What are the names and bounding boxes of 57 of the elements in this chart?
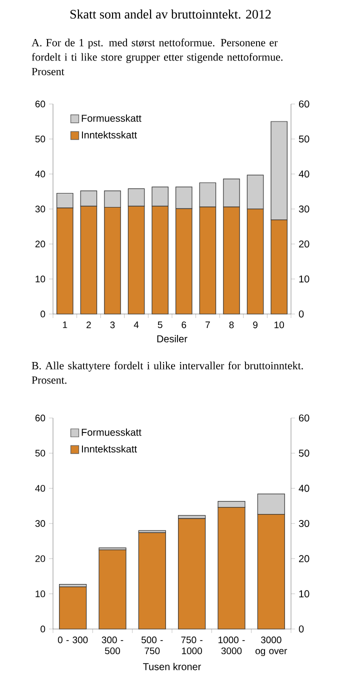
y-tick-label: 0 [40, 310, 46, 318]
bar [59, 586, 87, 630]
y2-tick-label: 0 [298, 310, 304, 318]
x-tick-label: 3 [110, 322, 115, 328]
x-tick-label: 4 [134, 322, 139, 328]
y-tick-label: 20 [35, 555, 46, 562]
x-axis-title: Tusen kroner [143, 662, 201, 670]
chart-title: B. Alle skattytere fordelt i ulike intervaller for bruttoinntekt. Prosent. [32, 362, 303, 384]
bar [98, 550, 126, 630]
y2-tick-label: 60 [299, 414, 310, 422]
y-tick-label: 10 [36, 276, 46, 282]
legend-label: Formuesskatt [82, 428, 142, 436]
y-tick-label: 50 [35, 450, 46, 457]
y-tick-label: 0 [40, 626, 46, 632]
x-tick-label: 3000 og over [256, 636, 288, 656]
x-tick-label: 1000 - 3000 [218, 636, 245, 654]
y-tick-label: 40 [35, 170, 46, 178]
x-tick-label: 750 - 1000 [181, 636, 202, 654]
chart-title: Skatt som andel av bruttoinntekt. 2012 [70, 10, 271, 19]
y2-tick-label: 20 [299, 555, 310, 562]
y-tick-label: 40 [35, 484, 46, 492]
y-tick-label: 20 [35, 240, 46, 248]
y2-tick-label: 30 [298, 520, 310, 528]
y2-tick-label: 10 [299, 590, 310, 598]
x-axis-title: Desiler [157, 335, 188, 342]
y2-tick-label: 40 [298, 484, 310, 492]
x-tick-label: 8 [229, 322, 234, 328]
bar [178, 518, 206, 630]
bar [138, 532, 166, 630]
x-tick-label: 1 [62, 322, 68, 328]
x-tick-label: 500 - 750 [141, 636, 163, 654]
y2-tick-label: 10 [299, 275, 310, 283]
y-tick-label: 60 [35, 100, 46, 108]
y-tick-label: 50 [35, 136, 46, 142]
y2-tick-label: 30 [298, 205, 310, 213]
x-tick-label: 6 [182, 322, 186, 328]
x-tick-label: 5 [158, 322, 162, 328]
y-tick-label: 60 [35, 414, 46, 422]
x-tick-label: 9 [253, 322, 258, 328]
legend-label: Formuesskatt [82, 114, 142, 122]
x-tick-label: 10 [274, 322, 284, 328]
y2-tick-label: 50 [298, 135, 310, 143]
y2-tick-label: 50 [298, 450, 310, 457]
chart-subtitle: A. For de 1 pst. med størst nettoformue. Personene er fordelt i ti like store grupper etter stigende nettoformue. Prosent [32, 38, 282, 76]
y-tick-label: 30 [35, 520, 46, 527]
x-tick-label: 7 [206, 322, 210, 328]
y2-tick-label: 40 [298, 170, 310, 178]
y2-tick-label: 20 [299, 240, 310, 248]
x-tick-label: 300 - 500 [102, 636, 124, 654]
legend-label: Inntektsskatt [82, 131, 137, 138]
y2-tick-label: 0 [298, 625, 304, 633]
y2-tick-label: 60 [299, 100, 310, 108]
y-tick-label: 30 [35, 206, 46, 212]
y-tick-label: 10 [36, 590, 46, 598]
legend-label: Inntektsskatt [82, 445, 137, 453]
x-tick-label: 0 - 300 [58, 636, 88, 644]
x-tick-label: 2 [86, 322, 91, 328]
